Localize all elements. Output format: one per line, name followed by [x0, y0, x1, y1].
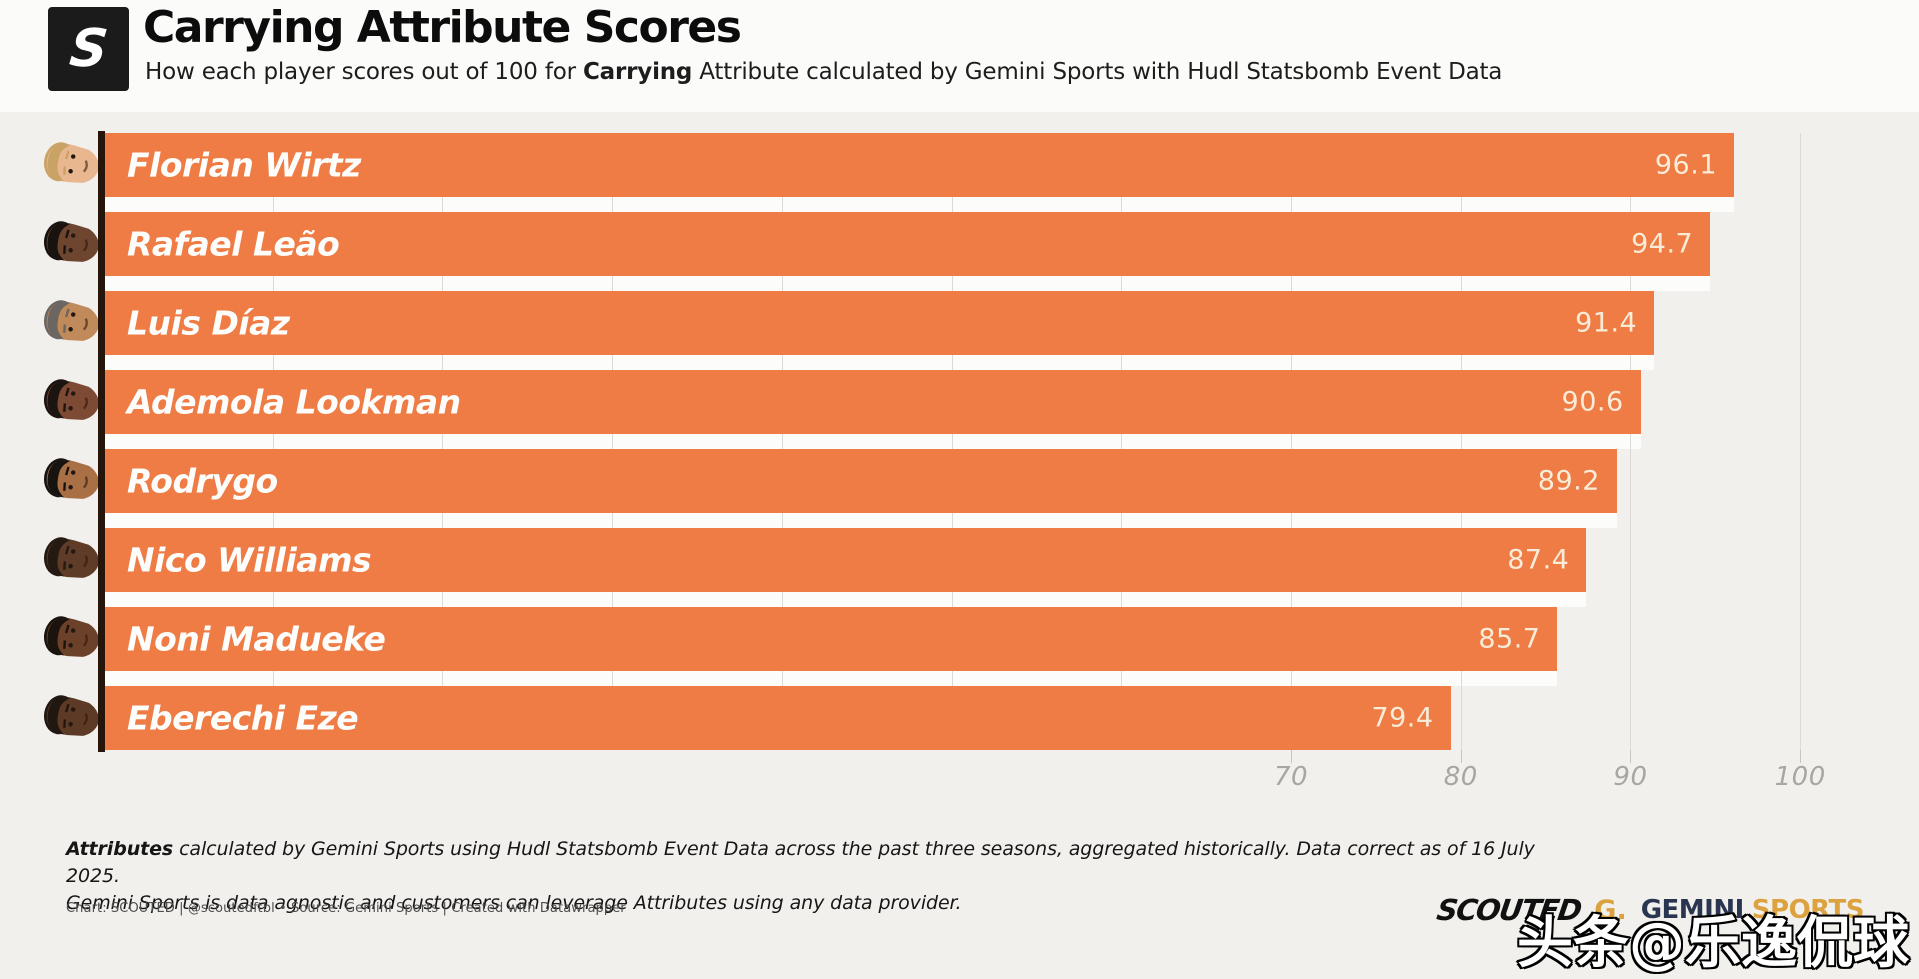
gridline — [272, 133, 274, 750]
player-avatar — [35, 605, 108, 671]
toutiao-watermark: 头条@乐逸侃球 — [1516, 910, 1911, 978]
footnote: Attributes calculated by Gemini Sports u… — [66, 836, 1566, 917]
gridlines — [103, 133, 1919, 750]
x-tick-mark — [1800, 750, 1802, 763]
bar-gap-strip — [103, 355, 1655, 370]
gridline — [1291, 133, 1293, 750]
x-tick-label: 80 — [1443, 762, 1478, 792]
score-bar: Rodrygo 89.2 — [103, 449, 1617, 513]
footnote-rest: calculated by Gemini Sports using Hudl S… — [66, 838, 1535, 887]
gridline — [781, 133, 783, 750]
bar-row: Eberechi Eze 79.4 — [43, 686, 1919, 750]
bar-row: Florian Wirtz 96.1 — [43, 133, 1919, 212]
player-name-label: Rodrygo — [127, 461, 278, 501]
gridline — [1460, 133, 1462, 750]
player-avatar — [35, 289, 108, 355]
player-name-label: Nico Williams — [127, 540, 372, 580]
gemini-g-icon: G. — [1594, 894, 1627, 926]
credit-line: Chart: SCOUTED | @scoutedftbl • Source: … — [66, 901, 626, 916]
x-tick-label: 90 — [1613, 762, 1648, 792]
bar-gap-strip — [103, 513, 1617, 528]
player-avatar — [35, 368, 108, 434]
score-value-label: 94.7 — [1631, 228, 1694, 260]
x-tick-mark — [1291, 750, 1293, 763]
score-bar: Rafael Leão 94.7 — [103, 212, 1711, 276]
bar-row: Ademola Lookman 90.6 — [43, 370, 1919, 449]
player-name-label: Florian Wirtz — [127, 145, 361, 185]
score-value-label: 79.4 — [1371, 702, 1434, 734]
bar-row: Noni Madueke 85.7 — [43, 607, 1919, 686]
score-bar: Nico Williams 87.4 — [103, 528, 1587, 592]
gridline — [951, 133, 953, 750]
score-value-label: 91.4 — [1575, 307, 1638, 339]
chart-subtitle: How each player scores out of 100 for Ca… — [145, 59, 1502, 85]
chart-header: S Carrying Attribute Scores How each pla… — [0, 0, 1919, 112]
sports-wordmark: SPORTS — [1751, 895, 1865, 925]
player-avatar — [35, 684, 108, 750]
bar-gap-strip — [103, 671, 1558, 686]
bar-rows: Florian Wirtz 96.1 Rafael Leão 94.7 Luis… — [43, 133, 1919, 750]
score-bar: Luis Díaz 91.4 — [103, 291, 1655, 355]
player-name-label: Noni Madueke — [127, 619, 386, 659]
x-tick-label: 70 — [1273, 762, 1309, 792]
scouted-logo-badge: S — [48, 7, 129, 91]
x-tick-label: 100 — [1774, 762, 1826, 792]
player-avatar — [35, 131, 108, 197]
subtitle-bold-word: Carrying — [582, 59, 693, 85]
gridline — [1121, 133, 1123, 750]
player-avatar — [35, 526, 108, 592]
gridline — [1800, 133, 1802, 750]
x-tick-mark — [1460, 750, 1462, 763]
subtitle-suffix: Attribute calculated by Gemini Sports wi… — [692, 59, 1503, 85]
footnote-line-1: Attributes calculated by Gemini Sports u… — [66, 836, 1566, 890]
scouted-logo-letter: S — [66, 19, 111, 79]
x-tick-mark — [1630, 750, 1632, 763]
score-bar: Florian Wirtz 96.1 — [103, 133, 1734, 197]
player-name-label: Rafael Leão — [127, 224, 340, 264]
player-name-label: Luis Díaz — [127, 303, 290, 343]
subtitle-prefix: How each player scores out of 100 for — [145, 59, 583, 85]
score-value-label: 89.2 — [1537, 465, 1600, 497]
gridline — [442, 133, 444, 750]
footnote-bold-word: Attributes — [66, 838, 174, 860]
score-bar: Ademola Lookman 90.6 — [103, 370, 1641, 434]
y-axis-line — [98, 131, 105, 752]
bar-gap-strip — [103, 434, 1641, 449]
gridline — [612, 133, 614, 750]
player-avatar — [35, 210, 108, 276]
score-bar: Eberechi Eze 79.4 — [103, 686, 1451, 750]
bar-gap-strip — [103, 592, 1587, 607]
footnote-line-2: Gemini Sports is data agnostic and custo… — [66, 892, 962, 914]
gridline — [1630, 133, 1632, 750]
player-name-label: Eberechi Eze — [127, 698, 359, 738]
score-bar: Noni Madueke 85.7 — [103, 607, 1558, 671]
score-value-label: 85.7 — [1478, 623, 1541, 655]
score-value-label: 87.4 — [1507, 544, 1570, 576]
score-value-label: 96.1 — [1654, 149, 1717, 181]
player-avatar — [35, 447, 108, 513]
bar-row: Luis Díaz 91.4 — [43, 291, 1919, 370]
player-name-label: Ademola Lookman — [127, 382, 461, 422]
bar-row: Rodrygo 89.2 — [43, 449, 1919, 528]
bar-row: Nico Williams 87.4 — [43, 528, 1919, 607]
bar-chart-plot: Florian Wirtz 96.1 Rafael Leão 94.7 Luis… — [43, 131, 1919, 752]
bar-gap-strip — [103, 197, 1734, 212]
score-value-label: 90.6 — [1561, 386, 1624, 418]
x-axis: 70 80 90 100 — [103, 750, 1919, 798]
gemini-wordmark: GEMINI — [1640, 895, 1745, 925]
bar-gap-strip — [103, 276, 1711, 291]
branding-row: SCOUTED G. GEMINI SPORTS — [1434, 893, 1865, 927]
bar-row: Rafael Leão 94.7 — [43, 212, 1919, 291]
chart-title: Carrying Attribute Scores — [143, 2, 742, 53]
